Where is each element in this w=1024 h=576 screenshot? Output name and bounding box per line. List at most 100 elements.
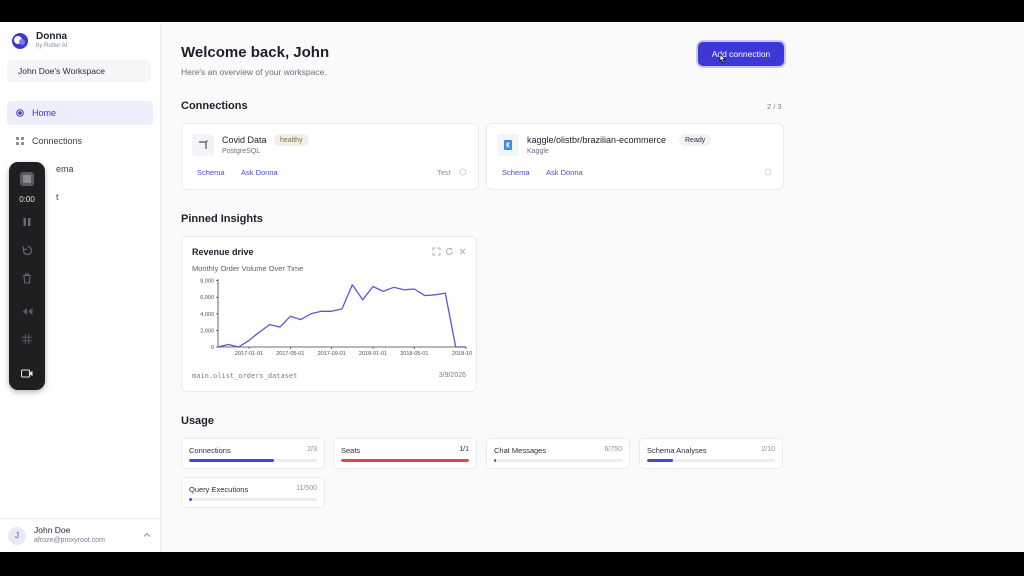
- y-tick-label: 0: [211, 345, 214, 351]
- sidebar-nav: Home Connections ema t: [7, 101, 153, 213]
- usage-card-seats: Seats 1/1: [333, 438, 477, 469]
- sidebar-item-connections[interactable]: Connections: [7, 129, 153, 153]
- usage-progress-track: [341, 459, 469, 462]
- mouse-cursor-icon: [719, 53, 726, 64]
- recorder-timer: 0:00: [19, 195, 35, 204]
- expand-icon[interactable]: [432, 247, 441, 256]
- usage-label: Connections: [189, 446, 231, 455]
- usage-value: 2/10: [761, 446, 775, 453]
- insight-card[interactable]: Revenue drive Monthly Order Volume Over …: [181, 236, 477, 392]
- brand[interactable]: Donna by Rutter AI: [11, 31, 67, 51]
- add-connection-button[interactable]: Add connection: [698, 42, 784, 66]
- refresh-icon[interactable]: [445, 247, 454, 256]
- ask-donna-link[interactable]: Ask Donna: [546, 168, 583, 177]
- usage-progress-track: [189, 459, 317, 462]
- app-window: Donna by Rutter AI John Doe's Workspace …: [0, 22, 1024, 552]
- brand-subtitle: by Rutter AI: [36, 43, 68, 49]
- usage-value: 2/3: [307, 446, 317, 453]
- order-volume-chart: 0 2,000 4,000 6,000 8,000 2017-01-01 2017-05-0…: [200, 279, 472, 357]
- y-tick-label: 4,000: [200, 312, 214, 318]
- page-title: Welcome back, John: [181, 44, 330, 61]
- grid-overlay-icon[interactable]: [20, 332, 34, 346]
- user-profile[interactable]: J John Doe afroze@proxyroot.com: [0, 518, 161, 552]
- sidebar-item-chat[interactable]: t: [7, 185, 153, 209]
- user-name: John Doe: [34, 525, 71, 535]
- usage-label: Query Executions: [189, 485, 249, 494]
- usage-card-chat-messages: Chat Messages 6/750: [486, 438, 630, 469]
- connection-name: Covid Data: [222, 135, 267, 145]
- usage-card-query-executions: Query Executions 11/500: [181, 477, 325, 508]
- usage-label: Seats: [341, 446, 361, 455]
- y-tick-label: 6,000: [200, 295, 214, 301]
- y-tick-label: 8,000: [200, 279, 214, 285]
- usage-progress-track: [494, 459, 622, 462]
- y-tick-label: 2,000: [200, 328, 214, 334]
- order-volume-line: [217, 284, 466, 348]
- x-tick-label: 2017-01-01: [235, 351, 263, 357]
- delete-icon[interactable]: [459, 168, 467, 176]
- sidebar-item-label: t: [56, 192, 59, 202]
- camera-icon[interactable]: [20, 366, 34, 380]
- x-tick-label: 2017-09-01: [318, 351, 346, 357]
- connections-heading: Connections: [181, 100, 248, 112]
- kaggle-icon: [497, 134, 519, 156]
- pinned-insights-heading: Pinned Insights: [181, 213, 263, 225]
- usage-progress-fill: [341, 459, 469, 462]
- schema-link[interactable]: Schema: [502, 168, 530, 177]
- usage-value: 11/500: [296, 485, 317, 492]
- restart-icon[interactable]: [20, 243, 34, 257]
- chevron-up-icon[interactable]: [143, 531, 151, 539]
- page-subtitle: Here's an overview of your workspace.: [181, 67, 327, 77]
- usage-value: 1/1: [459, 446, 469, 453]
- pause-icon[interactable]: [20, 215, 34, 229]
- connections-count: 2 / 3: [767, 102, 782, 111]
- x-tick-label: 2018-10-01: [452, 351, 472, 357]
- insight-title: Revenue drive: [192, 247, 254, 257]
- schema-link[interactable]: Schema: [197, 168, 225, 177]
- sidebar-item-label: ema: [56, 164, 74, 174]
- chart-title: Monthly Order Volume Over Time: [192, 264, 304, 273]
- connection-type: Kaggle: [527, 148, 549, 155]
- x-tick-label: 2018-05-01: [400, 351, 428, 357]
- usage-progress-fill: [647, 459, 673, 462]
- donna-logo-icon: [12, 33, 28, 49]
- usage-progress-track: [647, 459, 775, 462]
- x-tick-label: 2017-05-01: [276, 351, 304, 357]
- grid-icon: [15, 136, 25, 146]
- ask-donna-link[interactable]: Ask Donna: [241, 168, 278, 177]
- postgresql-icon: [192, 134, 214, 156]
- sidebar-item-home[interactable]: Home: [7, 101, 153, 125]
- usage-label: Chat Messages: [494, 446, 547, 455]
- brand-name: Donna: [36, 31, 68, 42]
- trash-icon[interactable]: [20, 271, 34, 285]
- status-badge: Ready: [679, 134, 712, 146]
- rewind-icon[interactable]: [20, 304, 34, 318]
- usage-progress-track: [189, 498, 317, 501]
- usage-value: 6/750: [604, 446, 622, 453]
- test-connection-link[interactable]: Test: [437, 168, 451, 177]
- workspace-selector[interactable]: John Doe's Workspace: [7, 60, 151, 82]
- sidebar-item-label: Connections: [32, 136, 83, 146]
- screen-recorder-toolbar: 0:00: [9, 162, 45, 390]
- usage-label: Schema Analyses: [647, 446, 707, 455]
- user-email: afroze@proxyroot.com: [34, 537, 105, 544]
- insight-source: main.olist_orders_dataset: [192, 372, 298, 380]
- main-content: Welcome back, John Here's an overview of…: [161, 22, 1024, 552]
- connection-card-covid[interactable]: Covid Data healthy PostgreSQL Schema Ask…: [181, 123, 479, 190]
- usage-card-connections: Connections 2/3: [181, 438, 325, 469]
- close-icon[interactable]: [458, 247, 467, 256]
- usage-card-schema-analyses: Schema Analyses 2/10: [639, 438, 783, 469]
- sidebar-item-label: Home: [32, 108, 57, 118]
- usage-heading: Usage: [181, 415, 215, 427]
- x-tick-label: 2018-01-01: [359, 351, 387, 357]
- sidebar-item-schema[interactable]: ema: [7, 157, 153, 181]
- usage-progress-fill: [494, 459, 496, 462]
- delete-icon[interactable]: [764, 168, 772, 176]
- connection-card-kaggle[interactable]: kaggle/olistbr/brazilian-ecommerce Ready…: [486, 123, 784, 190]
- connection-name: kaggle/olistbr/brazilian-ecommerce: [527, 135, 667, 145]
- usage-progress-fill: [189, 459, 275, 462]
- status-badge: healthy: [274, 134, 309, 146]
- usage-progress-fill: [189, 498, 192, 501]
- connection-type: PostgreSQL: [222, 148, 261, 155]
- stop-record-button[interactable]: [20, 172, 34, 186]
